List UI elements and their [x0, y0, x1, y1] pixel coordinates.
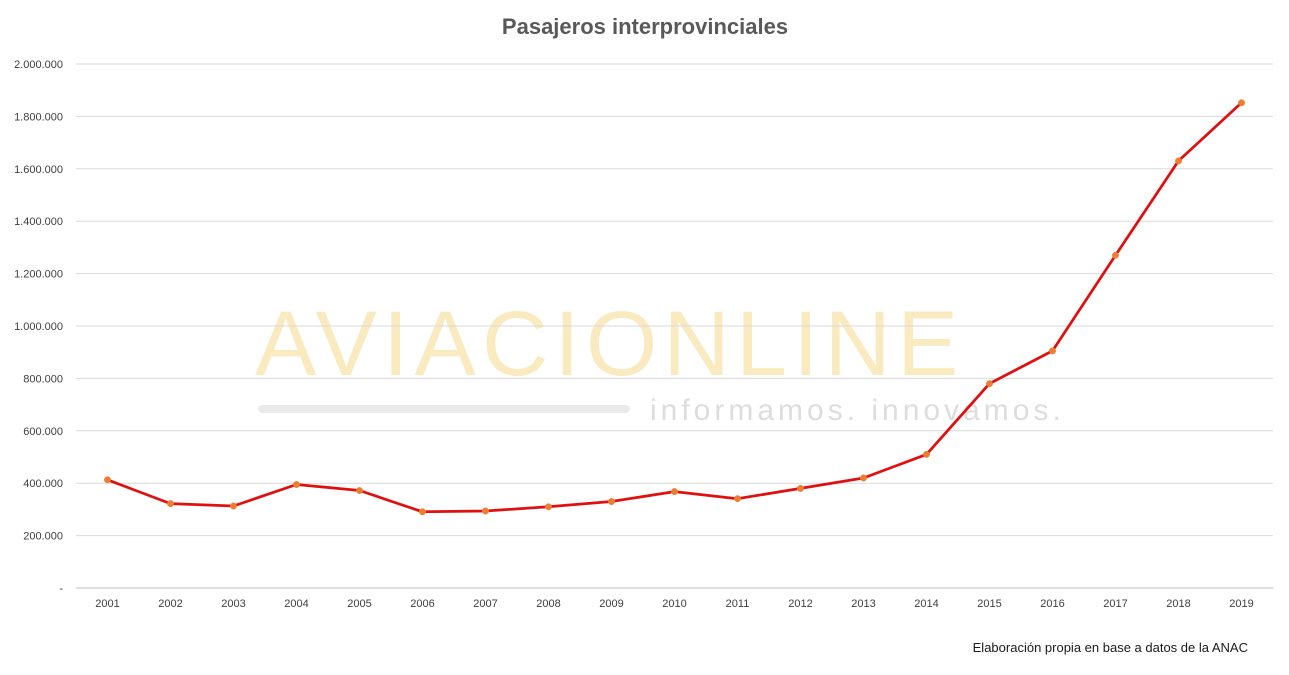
data-point	[1049, 347, 1056, 355]
x-tick-label: 2015	[977, 598, 1001, 610]
y-axis: - 200.000 400.000 600.000 800.000 1.000.000 1.…	[14, 59, 63, 595]
x-tick-label: 2008	[536, 598, 560, 610]
data-point	[734, 495, 741, 503]
x-tick-label: 2014	[914, 598, 938, 610]
watermark: AVIACIONLINE informamos. innovamos.	[255, 293, 1065, 427]
data-point	[1238, 99, 1245, 107]
y-tick-label: 1.800.000	[14, 111, 63, 123]
data-point	[986, 380, 993, 388]
watermark-bar	[258, 405, 630, 413]
x-tick-label: 2007	[473, 598, 497, 610]
series-markers	[104, 99, 1245, 516]
x-tick-label: 2012	[788, 598, 812, 610]
y-tick-label: 800.000	[23, 373, 63, 385]
x-tick-label: 2002	[158, 598, 182, 610]
data-point	[608, 498, 615, 505]
data-point	[1112, 251, 1119, 259]
data-point	[104, 476, 111, 484]
data-point	[419, 508, 426, 516]
y-tick-label: 400.000	[23, 478, 63, 490]
x-axis: 2001 2002 2003 2004 2005 2006 2007 2008 2009 2010…	[95, 598, 1253, 610]
y-tick-label: 2.000.000	[14, 59, 63, 71]
x-tick-label: 2010	[662, 598, 686, 610]
y-tick-label: -	[59, 583, 63, 595]
y-tick-label: 200.000	[23, 531, 63, 543]
source-note: Elaboración propia en base a datos de la…	[973, 640, 1248, 655]
x-tick-label: 2016	[1040, 598, 1064, 610]
data-point	[230, 502, 237, 510]
x-tick-label: 2019	[1229, 598, 1253, 610]
data-point	[356, 487, 363, 494]
x-tick-label: 2013	[851, 598, 875, 610]
data-point	[1175, 157, 1182, 165]
x-tick-label: 2001	[95, 598, 119, 610]
x-tick-label: 2003	[221, 598, 245, 610]
x-tick-label: 2004	[284, 598, 308, 610]
watermark-tagline: informamos. innovamos.	[650, 394, 1065, 427]
gridlines	[76, 63, 1273, 589]
y-tick-label: 1.400.000	[14, 216, 63, 228]
data-point	[167, 500, 174, 508]
data-point	[860, 474, 867, 482]
data-point	[671, 488, 678, 496]
x-tick-label: 2018	[1166, 598, 1190, 610]
y-tick-label: 600.000	[23, 426, 63, 438]
x-tick-label: 2009	[599, 598, 623, 610]
x-tick-label: 2005	[347, 598, 371, 610]
x-tick-label: 2011	[726, 598, 750, 610]
data-point	[797, 484, 804, 492]
y-tick-label: 1.000.000	[14, 321, 63, 333]
x-tick-label: 2006	[410, 598, 434, 610]
data-point	[545, 503, 552, 511]
chart-title: Pasajeros interprovinciales	[502, 14, 788, 39]
y-tick-label: 1.200.000	[14, 269, 63, 281]
y-tick-label: 1.600.000	[14, 164, 63, 176]
data-point	[923, 450, 930, 458]
data-point	[293, 481, 300, 488]
x-tick-label: 2017	[1103, 598, 1127, 610]
watermark-logo-text: AVIACIONLINE	[255, 293, 964, 395]
data-point	[482, 507, 489, 515]
